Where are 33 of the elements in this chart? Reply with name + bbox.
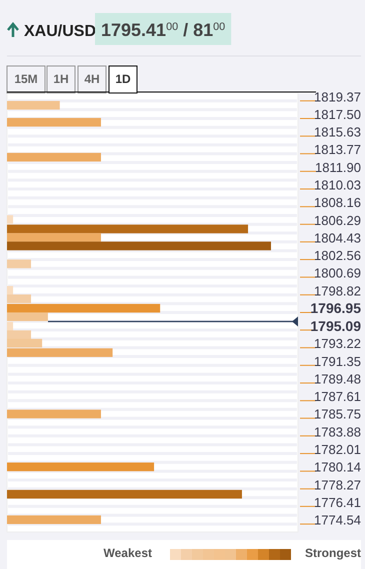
y-tick-label: 1810.03 [314,177,361,192]
y-tick-label: 1785.75 [314,406,361,422]
y-tick-label: 1798.82 [314,283,361,298]
y-tick-label: 1819.37 [314,89,361,104]
y-tick-label: 1793.22 [314,336,361,352]
y-tick-label: 1817.50 [314,106,361,122]
y-tick-label: 1813.77 [314,142,361,158]
y-tick-label: 1783.88 [314,424,361,440]
y-tick-label: 1778.27 [314,477,361,492]
chart-subtitle: 1795.41$^{00}$ / 81$^{00}$ [101,20,226,40]
text: Weakest [104,546,152,560]
text: 15M [14,72,38,86]
y-tick-label: 1796.95 [310,300,362,316]
text: 1H [53,72,69,86]
chart-title: XAU/USD [24,23,96,40]
y-tick-label: 1789.48 [314,371,361,386]
y-tick-label: 1804.43 [314,230,361,246]
y-tick-label: 1795.09 [310,318,362,334]
y-tick-label: 1791.35 [314,354,361,369]
y-tick-label: 1780.14 [314,460,361,475]
y-tick-label: 1811.90 [314,160,361,175]
y-tick-label: 1802.56 [314,248,361,263]
y-tick-label: 1782.01 [314,442,361,457]
y-tick-label: 1806.29 [314,212,361,228]
text: 1D [115,72,131,86]
y-tick-label: 1776.41 [314,494,361,510]
text: Strongest [304,546,361,560]
y-tick-label: 1800.69 [314,266,361,281]
text: 4H [84,72,100,86]
y-tick-label: 1808.16 [314,195,361,210]
y-tick-label: 1787.61 [314,389,361,404]
y-tick-label: 1815.63 [314,124,361,140]
y-tick-label: 1774.54 [314,512,361,528]
